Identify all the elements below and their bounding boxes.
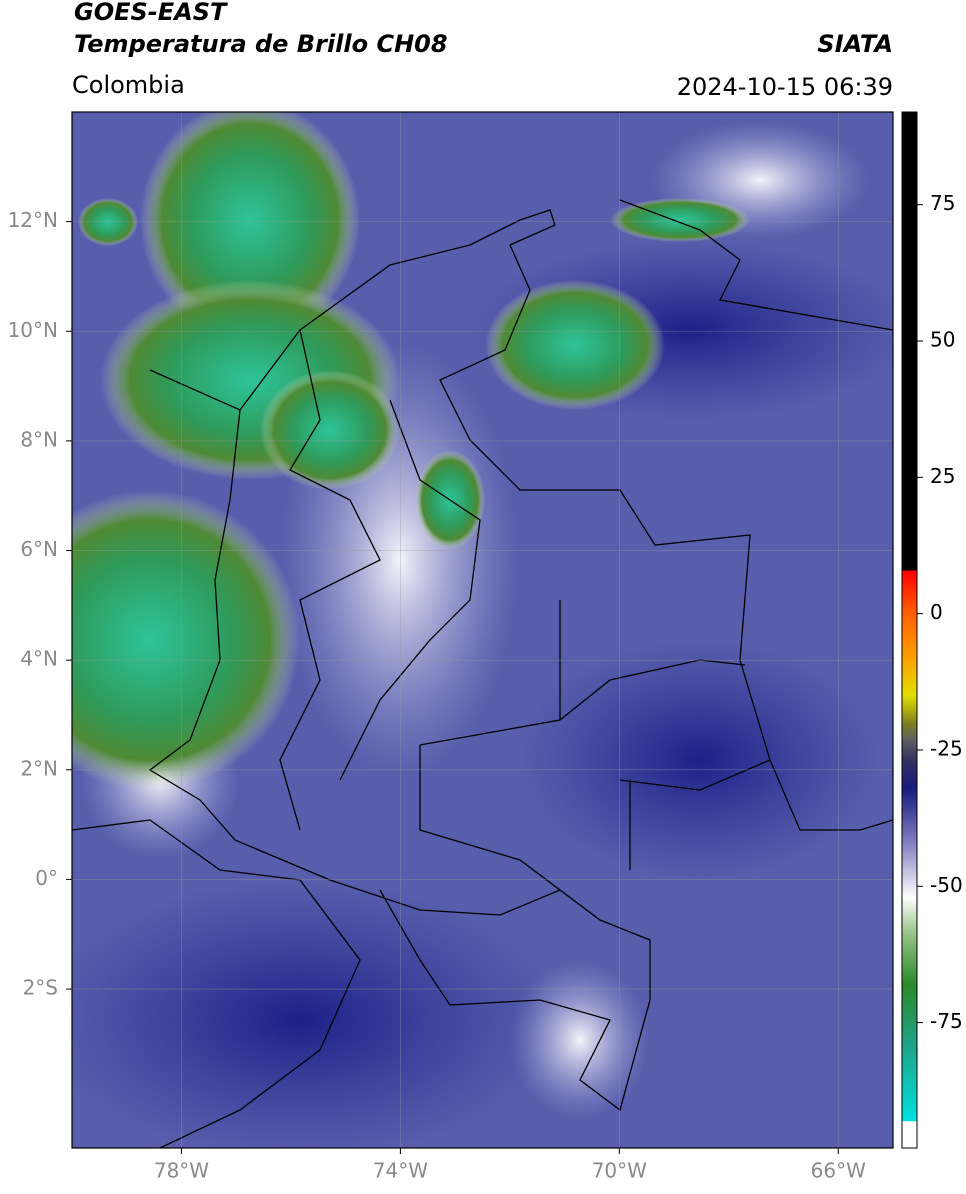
cloud-top: [78, 198, 138, 246]
colorbar-tick-label: 25: [930, 464, 955, 488]
colorbar-tick-label: -50: [930, 873, 963, 897]
borders: [72, 199, 893, 1148]
plot-frame: [71, 111, 894, 1149]
colorbar-segment: [902, 570, 917, 615]
colorbar-frame: [901, 111, 918, 1149]
y-tick-label: 4°N: [20, 647, 58, 671]
y-tick-label: 6°N: [20, 537, 58, 561]
colorbar-tick-label: 75: [930, 191, 955, 215]
y-tick-label: 10°N: [8, 318, 58, 342]
colorbar-segment: [902, 1120, 917, 1149]
coastline: [619, 199, 893, 331]
border: [279, 329, 481, 831]
colorbar-segment: [902, 984, 917, 1040]
y-tick-label: 12°N: [8, 208, 58, 232]
border: [419, 659, 746, 746]
colorbar-segment: [902, 112, 917, 571]
cloud-top: [260, 370, 400, 490]
y-tick-label: 0°: [35, 866, 58, 890]
cloud-top: [485, 280, 665, 410]
cold-region: [520, 640, 880, 880]
colorbar-segment: [902, 760, 917, 789]
colorbar-segment: [902, 842, 917, 898]
colorbar-tick-label: 50: [930, 328, 955, 352]
source: SIATA: [817, 30, 893, 58]
y-tick-label: 8°N: [20, 427, 58, 451]
title: GOES-EAST: [74, 0, 228, 26]
x-tick-label: 78°W: [154, 1159, 209, 1183]
border: [72, 819, 361, 1148]
colorbar-tick-label: -25: [930, 736, 963, 760]
x-tick-label: 70°W: [592, 1159, 647, 1183]
border: [149, 209, 893, 831]
colorbar-segment: [902, 739, 917, 762]
border: [148, 409, 651, 1112]
colorbar-segment: [902, 613, 917, 658]
cloud-top: [140, 112, 360, 340]
colorbar-tick-label: -75: [930, 1009, 963, 1033]
satellite-image: [72, 112, 893, 1148]
colorbar-tick-label: 0: [930, 600, 943, 624]
x-tick-label: 74°W: [373, 1159, 428, 1183]
x-tick-label: 66°W: [811, 1159, 866, 1183]
colorbar: [902, 112, 917, 1149]
colorbar-segment: [902, 1038, 917, 1122]
grid: [72, 112, 893, 1148]
colorbar-segment: [902, 788, 917, 844]
region: Colombia: [72, 71, 185, 99]
colorbar-segment: [902, 657, 917, 696]
cloud-top: [72, 490, 300, 790]
colorbar-segment: [902, 897, 917, 931]
y-tick-label: 2°S: [23, 976, 58, 1000]
subtitle: Temperatura de Brillo CH08: [74, 30, 448, 58]
border: [419, 745, 561, 891]
colorbar-segment: [902, 722, 917, 740]
colorbar-segment: [902, 929, 917, 985]
timestamp: 2024-10-15 06:39: [677, 73, 893, 101]
colorbar-segment: [902, 695, 917, 724]
y-tick-label: 2°N: [20, 756, 58, 780]
cloud: [510, 960, 650, 1120]
cold-region: [72, 880, 560, 1148]
